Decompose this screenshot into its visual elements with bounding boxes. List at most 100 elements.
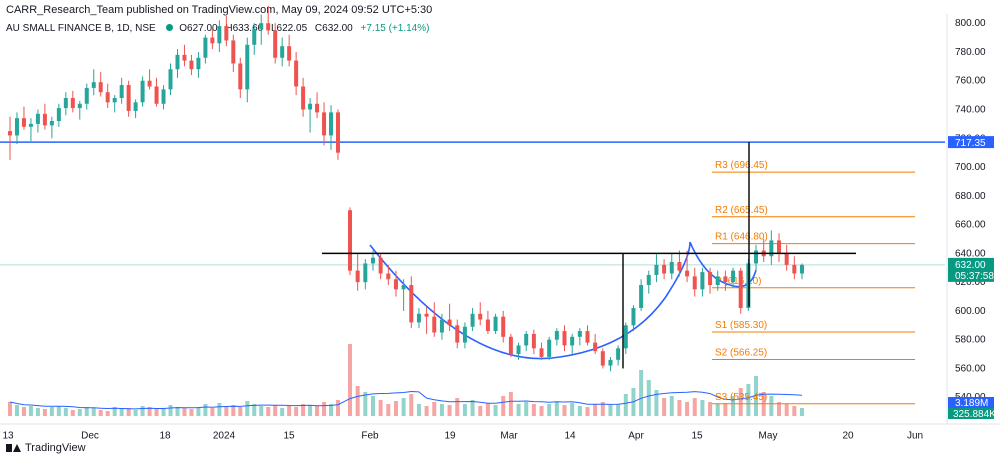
y-tick-label: 560.00 xyxy=(955,363,986,374)
candle-body xyxy=(355,270,360,283)
candle-body xyxy=(168,69,173,90)
x-tick-label: Jun xyxy=(907,430,923,441)
publisher-text: CARR_Research_Team published on TradingV… xyxy=(6,4,433,16)
symbol-legend[interactable]: AU SMALL FINANCE B, 1D, NSE O627.00 H633… xyxy=(6,23,434,34)
volume-bar xyxy=(98,410,103,416)
candle-body xyxy=(386,273,391,280)
candle-body xyxy=(409,285,414,323)
volume-bar xyxy=(424,406,429,416)
symbol-name[interactable]: AU SMALL FINANCE B, 1D, NSE xyxy=(6,23,156,34)
volume-bar xyxy=(252,404,257,416)
volume-bar xyxy=(294,407,299,416)
candle-body xyxy=(231,40,236,64)
candle-body xyxy=(447,319,452,326)
pivot-level-label: R1 (646.80) xyxy=(715,232,768,243)
candle-body xyxy=(175,54,180,70)
x-tick-label: 15 xyxy=(691,430,703,441)
candle-body xyxy=(585,331,590,343)
candle-body xyxy=(308,103,313,110)
volume-ma-tag xyxy=(948,397,994,408)
candle-body xyxy=(161,89,166,104)
volume-bar xyxy=(91,408,96,416)
pivot-level-label: R2 (665.45) xyxy=(715,205,768,216)
volume-bar xyxy=(386,404,391,416)
candle-body xyxy=(692,276,697,290)
brand-name: TradingView xyxy=(25,442,86,454)
x-tick-label: May xyxy=(759,430,778,441)
candle-body xyxy=(731,270,736,283)
volume-bar xyxy=(42,409,47,416)
volume-bar xyxy=(723,403,728,416)
candle-body xyxy=(593,342,598,352)
candle-body xyxy=(393,279,398,290)
volume-bar xyxy=(462,404,467,416)
candle-body xyxy=(217,26,222,44)
candle-body xyxy=(63,98,68,109)
volume-bar xyxy=(562,405,567,416)
candle-body xyxy=(49,121,54,126)
volume-bar xyxy=(754,376,759,416)
candle-body xyxy=(669,262,674,274)
volume-bar xyxy=(182,408,187,416)
volume-bar xyxy=(126,408,131,416)
ohlc-low: L622.05 xyxy=(270,23,308,34)
volume-bar xyxy=(616,404,621,416)
volume-bar xyxy=(63,408,68,416)
x-tick-label: 13 xyxy=(2,430,14,441)
footer-brand: TradingView xyxy=(6,442,86,454)
volume-bar xyxy=(455,398,460,416)
y-tick-label: 600.00 xyxy=(955,306,986,317)
volume-bar xyxy=(273,405,278,416)
candle-body xyxy=(639,285,644,309)
candle-body xyxy=(432,316,437,333)
candle-body xyxy=(140,80,145,103)
candle-body xyxy=(608,359,613,366)
volume-bar xyxy=(21,407,26,416)
volume-bar xyxy=(14,405,19,416)
volume-bar xyxy=(432,402,437,416)
candle-body xyxy=(455,325,460,343)
volume-bar xyxy=(685,402,690,416)
volume-bar xyxy=(217,403,222,416)
candle-body xyxy=(245,44,250,90)
y-tick-label: 620.00 xyxy=(955,277,986,288)
ohlc-close: C632.00 xyxy=(314,23,353,34)
candle-body xyxy=(84,87,89,104)
candle-body xyxy=(133,102,138,111)
candle-body xyxy=(348,210,352,271)
volume-bar xyxy=(593,404,598,416)
candle-body xyxy=(715,276,720,286)
candle-body xyxy=(478,313,483,320)
volume-bar xyxy=(646,380,651,416)
volume-bar xyxy=(416,404,421,416)
resistance-price-tag xyxy=(948,136,994,149)
volume-bar xyxy=(8,402,12,416)
volume-bar xyxy=(378,400,383,416)
candle-body xyxy=(315,103,320,113)
candle-body xyxy=(147,80,152,87)
volume-bar xyxy=(336,400,340,416)
volume-bar xyxy=(355,386,360,416)
tradingview-logo-icon xyxy=(6,444,21,452)
volume-bar xyxy=(245,401,250,416)
volume-bar xyxy=(715,404,720,416)
candle-body xyxy=(154,86,159,104)
volume-bar xyxy=(531,404,536,416)
volume-bar xyxy=(49,407,54,416)
candle-body xyxy=(28,123,33,127)
candle-body xyxy=(531,333,536,349)
candle-body xyxy=(378,257,383,274)
candle-body xyxy=(8,131,12,136)
candle-body xyxy=(769,240,774,257)
candle-body xyxy=(301,86,306,110)
candle-body xyxy=(524,333,529,346)
handle-curve xyxy=(689,241,757,288)
volume-bar xyxy=(28,406,33,416)
candle-body xyxy=(654,264,659,275)
candle-body xyxy=(516,345,521,355)
volume-bar xyxy=(287,406,292,416)
candle-body xyxy=(98,82,103,93)
volume-bar xyxy=(524,402,529,416)
candle-body xyxy=(329,112,334,136)
